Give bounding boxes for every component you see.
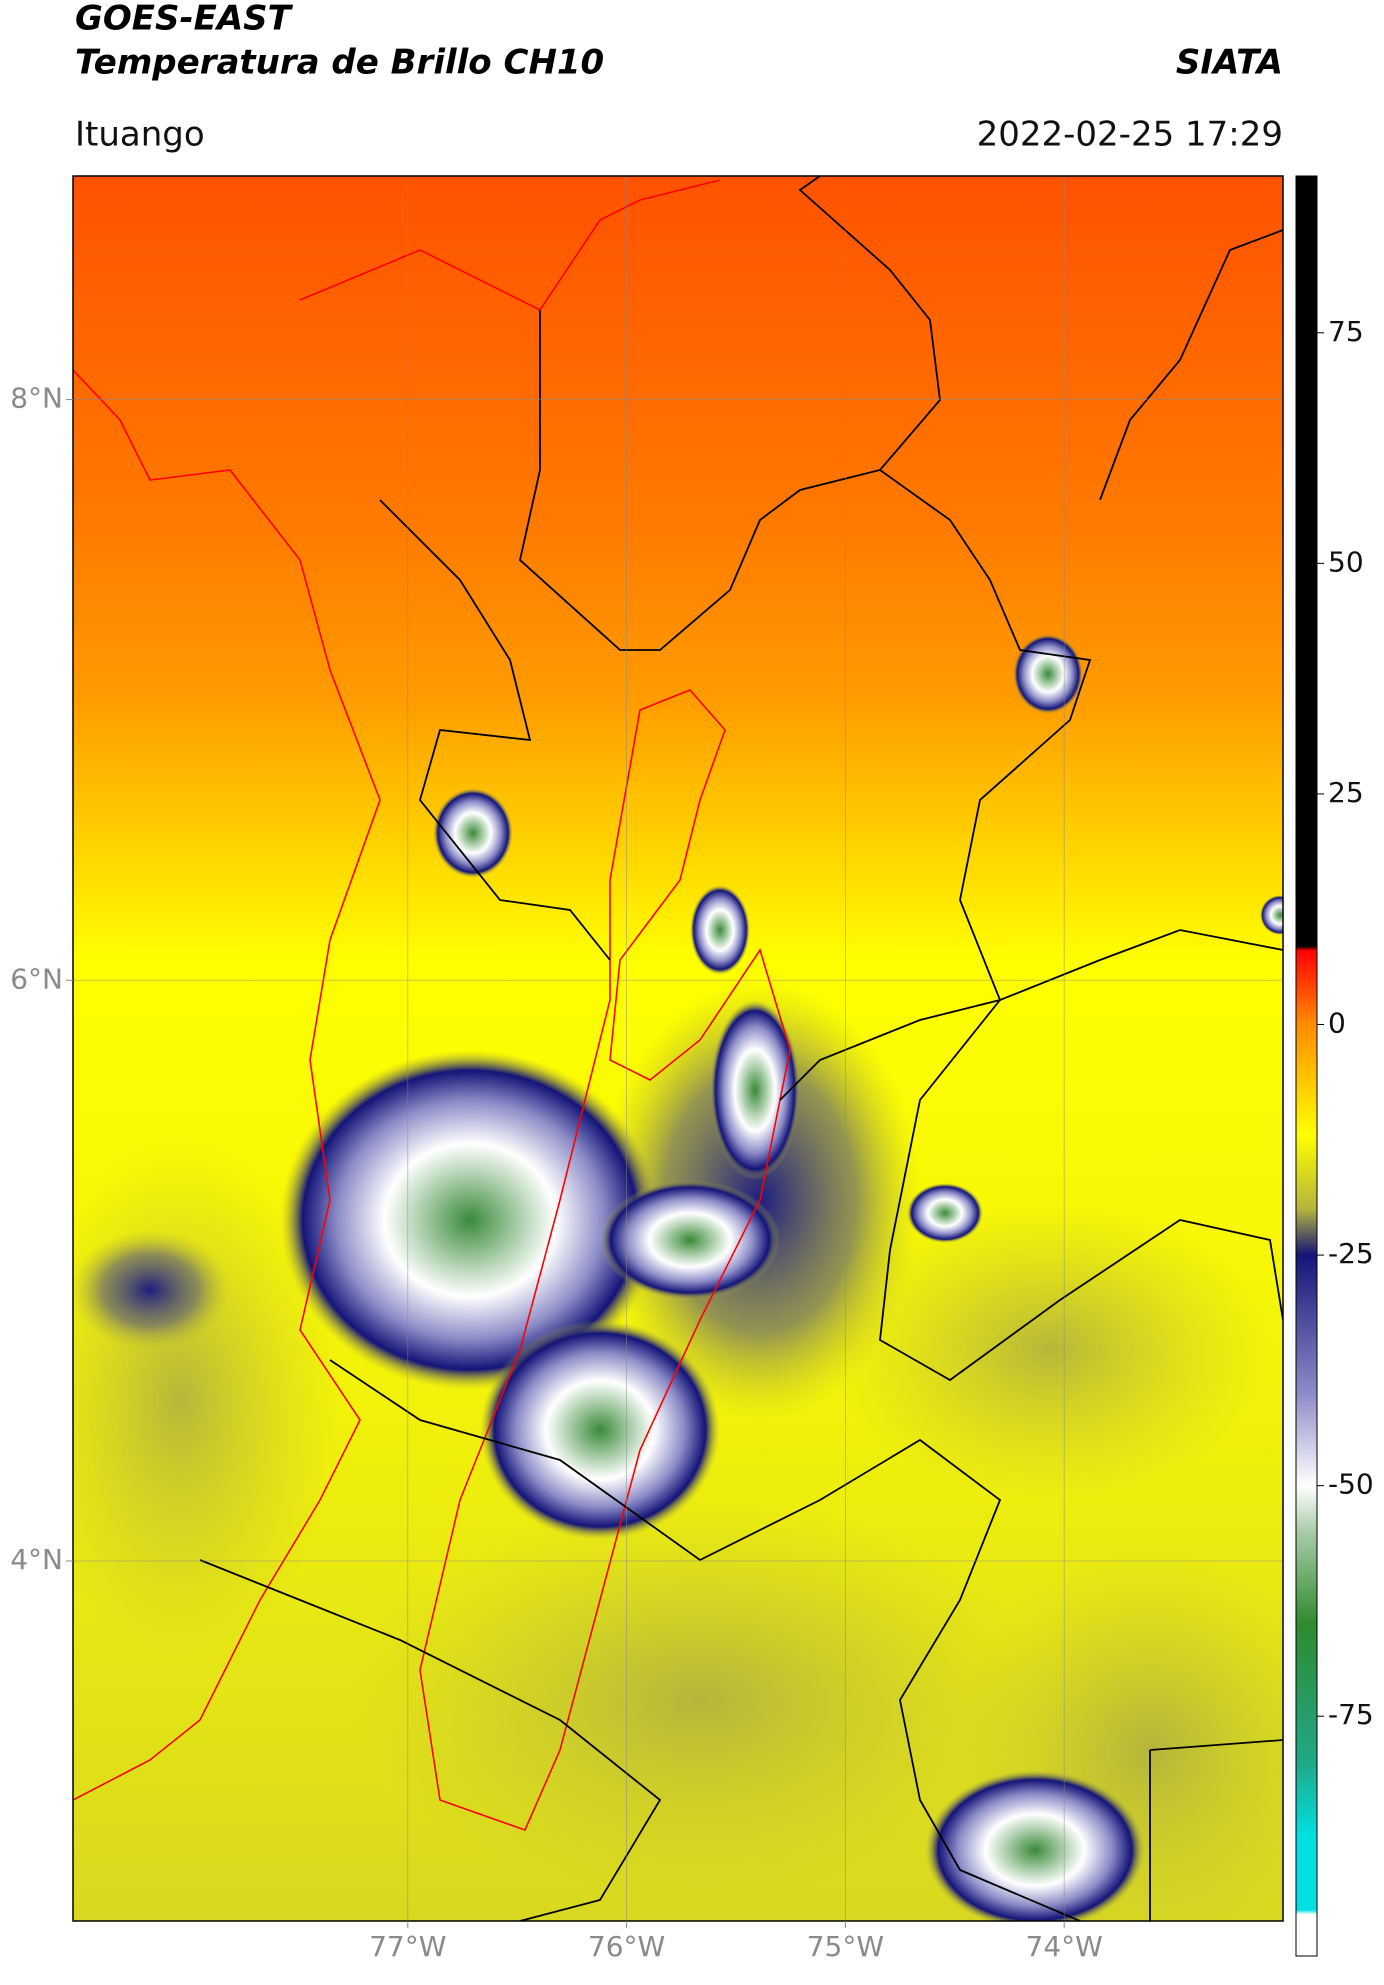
colorbar-tick-label: 50 [1328, 545, 1364, 578]
coastline [299, 179, 721, 312]
cloud [907, 1183, 983, 1243]
colorbar-tick-label: -75 [1328, 1698, 1374, 1731]
source: SIATA [1176, 43, 1283, 83]
colorbar-tick-label: 0 [1328, 1006, 1346, 1039]
x-tick-label: 76°W [588, 1930, 665, 1963]
admin-border [379, 499, 611, 961]
title: GOES-EAST [75, 0, 294, 39]
admin-border [519, 176, 941, 651]
colorbar-tick-label: 25 [1328, 776, 1364, 809]
x-tick-label: 74°W [1026, 1930, 1103, 1963]
x-tick-label: 77°W [369, 1930, 446, 1963]
y-tick-label: 6°N [10, 962, 63, 995]
x-tick-label: 75°W [807, 1930, 884, 1963]
haze [830, 1200, 1270, 1500]
cloud [1260, 895, 1283, 935]
cloud [690, 885, 750, 975]
admin-border [879, 929, 1283, 1382]
cloud [710, 1000, 800, 1180]
y-tick-label: 8°N [10, 382, 63, 415]
cloud [1013, 634, 1083, 714]
cloud [925, 1770, 1145, 1921]
admin-border [1149, 1739, 1283, 1921]
datetime: 2022-02-25 17:29 [977, 115, 1283, 155]
cloud [433, 788, 513, 878]
admin-border [199, 1559, 662, 1921]
colorbar-tick-label: -50 [1328, 1468, 1374, 1501]
haze [73, 1230, 230, 1350]
map-imagery [73, 176, 1283, 1921]
admin-border [779, 469, 1092, 1101]
colorbar-tick-label: -25 [1328, 1237, 1374, 1270]
location: Ituango [75, 115, 205, 155]
colorbar [1295, 175, 1318, 1957]
cloud [280, 1050, 660, 1390]
admin-border [329, 1359, 1081, 1921]
colorbar-tick-label: 75 [1328, 315, 1364, 348]
map-frame [72, 175, 1284, 1922]
admin-border [1099, 229, 1283, 501]
title: Temperatura de Brillo CH10 [75, 43, 604, 83]
y-tick-label: 4°N [10, 1543, 63, 1576]
coastline [73, 369, 381, 1801]
region-outline [419, 689, 791, 1832]
cloud [480, 1320, 720, 1540]
grid [73, 176, 1283, 1921]
haze [350, 1500, 1050, 1900]
cloud [600, 1180, 780, 1300]
